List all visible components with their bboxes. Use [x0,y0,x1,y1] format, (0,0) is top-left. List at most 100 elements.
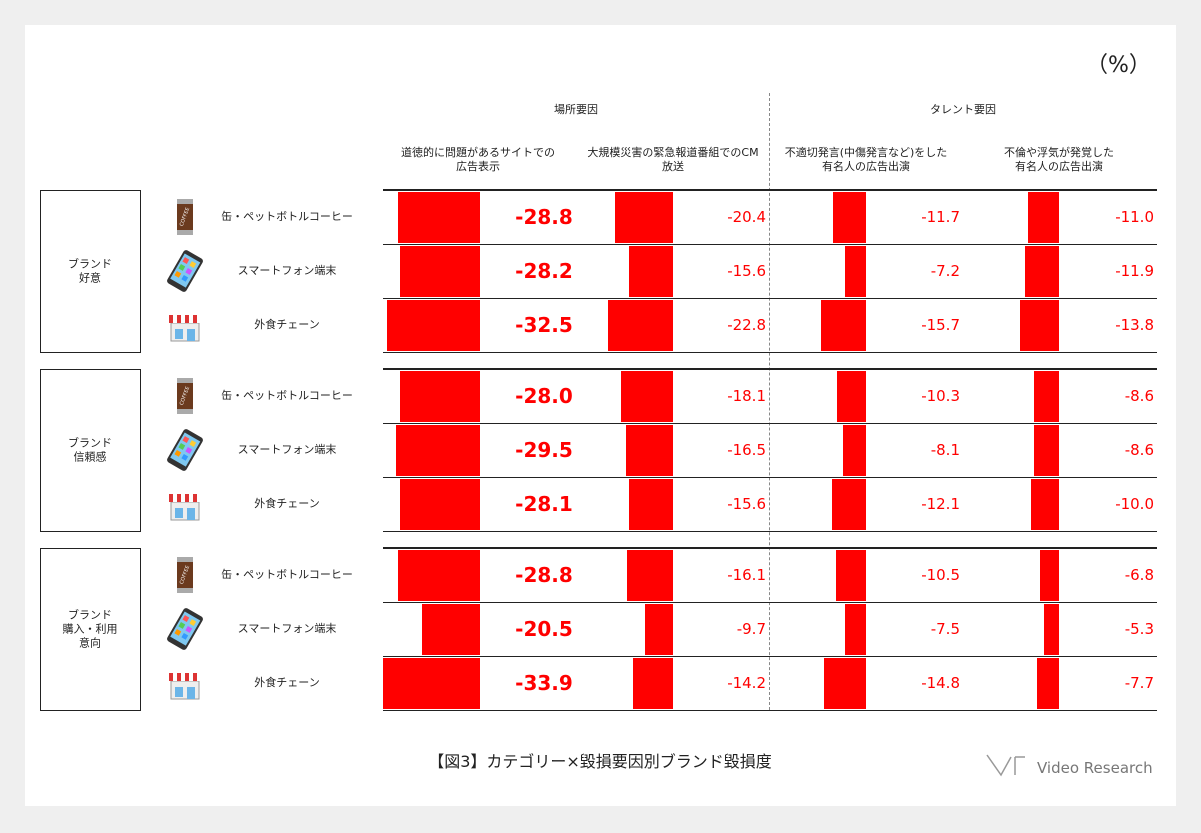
row-line [383,423,1157,424]
value-label: -8.6 [1124,387,1154,405]
column-group-label: 場所要因 [554,103,598,116]
value-label: -15.6 [727,262,766,280]
value-label: -11.9 [1115,262,1154,280]
value-label: -7.7 [1124,674,1154,692]
bar [1037,658,1059,709]
bar [387,300,480,351]
bar [608,300,673,351]
value-label: -28.8 [515,563,573,587]
category-icon [167,608,203,650]
value-label: -15.6 [727,495,766,513]
panel [25,25,1176,806]
value-label: -28.0 [515,384,573,408]
group-bottom-line [383,352,1157,353]
category-label: スマートフォン端末 [237,622,337,636]
group-bottom-line [383,531,1157,532]
row-group-box [40,369,141,532]
group-top-line [383,189,1157,191]
value-label: -16.1 [727,566,766,584]
value-label: -15.7 [921,316,960,334]
category-icon [167,429,203,471]
bar [832,192,866,243]
bar [1027,192,1059,243]
logo: Video Research [1037,759,1153,777]
bar [823,658,866,709]
category-icon: COFFEE [177,557,193,593]
bar [397,550,480,601]
logo-mark [986,754,1025,777]
row-line [383,298,1157,299]
bar [397,192,480,243]
value-label: -5.3 [1124,620,1154,638]
value-label: -8.6 [1124,441,1154,459]
bar [836,550,866,601]
category-label: 缶・ペットボトルコーヒー [221,210,353,224]
bar [627,550,673,601]
value-label: -10.3 [921,387,960,405]
bar [821,300,866,351]
value-label: -28.8 [515,205,573,229]
bar [1019,300,1059,351]
caption: 【図3】カテゴリー×毀損要因別ブランド毀損度 [428,752,772,771]
group-bottom-line [383,710,1157,711]
value-label: -20.4 [727,208,766,226]
row-line [383,602,1157,603]
bar [831,479,866,530]
category-label: 外食チェーン [254,676,320,690]
divider [769,93,770,710]
category-icon [169,673,201,700]
bar [395,425,480,476]
value-label: -9.7 [736,620,766,638]
column-header: 不倫や浮気が発覚した 有名人の広告出演 [1004,146,1114,173]
category-icon [169,315,201,342]
category-label: スマートフォン端末 [237,443,337,457]
column-header: 不適切発言(中傷発言など)をした 有名人の広告出演 [784,146,948,173]
row-group-box [40,190,141,353]
column-group-label: タレント要因 [930,103,996,116]
value-label: -20.5 [515,617,573,641]
bar [1039,550,1059,601]
bar [625,425,673,476]
group-top-line [383,547,1157,549]
value-label: -22.8 [727,316,766,334]
value-label: -14.8 [921,674,960,692]
value-label: -6.8 [1124,566,1154,584]
value-label: -33.9 [515,671,573,695]
bar [628,479,673,530]
value-label: -11.7 [921,208,960,226]
value-label: -10.5 [921,566,960,584]
value-label: -11.0 [1115,208,1154,226]
value-label: -10.0 [1115,495,1154,513]
row-line [383,656,1157,657]
category-label: 缶・ペットボトルコーヒー [221,568,353,582]
category-label: 外食チェーン [254,318,320,332]
bar [1030,479,1059,530]
bar [399,246,480,297]
row-line [383,244,1157,245]
category-icon: COFFEE [177,378,193,414]
category-icon [167,250,203,292]
unit-label: （%） [1086,53,1151,78]
row-group-box [40,548,141,711]
value-label: -13.8 [1115,316,1154,334]
row-group-label: ブランド 購入・利用 意向 [62,608,118,649]
category-label: 缶・ペットボトルコーヒー [221,389,353,403]
row-line [383,477,1157,478]
bar [842,425,866,476]
bar [1043,604,1059,655]
value-label: -28.2 [515,259,573,283]
value-label: -18.1 [727,387,766,405]
row-group-label: ブランド 好意 [68,257,112,284]
category-label: スマートフォン端末 [237,264,337,278]
bar [632,658,673,709]
value-label: -28.1 [515,492,573,516]
bar [621,371,673,422]
value-label: -29.5 [515,438,573,462]
column-header: 大規模災害の緊急報道番組でのCM 放送 [587,146,759,173]
bar [1025,246,1059,297]
group-top-line [383,368,1157,370]
bar [1034,425,1059,476]
value-label: -32.5 [515,313,573,337]
bar [628,246,673,297]
